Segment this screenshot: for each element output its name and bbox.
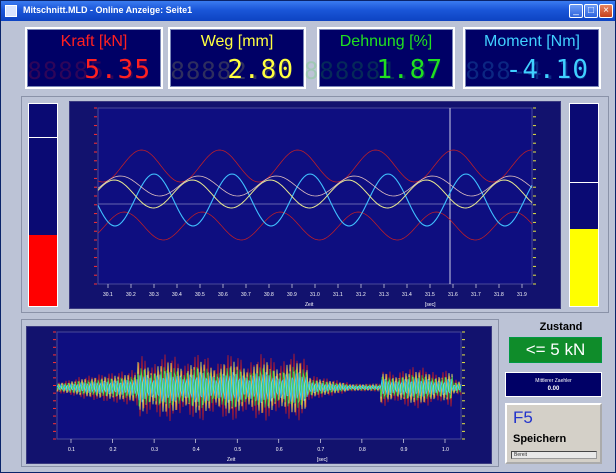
upper-x-tick-label: 31.1 xyxy=(333,292,343,298)
upper-x-tick-label: 30.9 xyxy=(287,292,297,298)
gauge-dehnung-label: Dehnung [%] xyxy=(339,33,433,50)
lower-overview-curve xyxy=(56,353,462,422)
upper-x-tick-label: 31.2 xyxy=(356,292,366,298)
minimize-button[interactable]: _ xyxy=(569,4,583,18)
weg-level-bar xyxy=(569,103,599,307)
upper-x-tick-label: 30.7 xyxy=(241,292,251,298)
zustand-status-badge: <= 5 kN xyxy=(509,337,602,363)
gauge-kraft-value: 5.35 xyxy=(84,55,151,85)
kraft-curve-upper xyxy=(97,149,533,183)
lower-x-tick-label: 0.7 xyxy=(317,447,324,453)
upper-chart-x-label: Zeit xyxy=(305,302,314,308)
lower-x-tick-label: 0.4 xyxy=(193,447,200,453)
kraft-level-bar xyxy=(28,103,58,307)
upper-x-tick-label: 31.6 xyxy=(448,292,458,298)
kraft-level-marker xyxy=(29,137,57,138)
upper-x-tick-label: 30.8 xyxy=(264,292,274,298)
f5-status-field: Bereit xyxy=(511,451,597,459)
gauge-dehnung-value: 1.87 xyxy=(376,55,443,85)
lower-x-tick-label: 1.0 xyxy=(442,447,449,453)
weg-level-marker xyxy=(570,182,598,183)
lower-x-tick-label: 0.3 xyxy=(151,447,158,453)
upper-x-tick-label: 31.0 xyxy=(310,292,320,298)
f5-key-label: F5 xyxy=(513,408,533,427)
dehnung-curve xyxy=(97,175,533,197)
close-button[interactable]: × xyxy=(599,4,613,18)
upper-x-tick-label: 31.3 xyxy=(379,292,389,298)
gauge-kraft-ghost-digits: 88885.35 xyxy=(27,57,151,85)
lower-x-tick-label: 0.5 xyxy=(234,447,241,453)
gauge-moment-ghost-digits: 888-4.10 xyxy=(465,57,589,85)
lower-chart-x-label-right: [sec] xyxy=(317,457,328,463)
lower-overview-chart[interactable]: 0.1 0.2 0.3 0.4 0.5 0.6 0.7 0.8 0.9 1.0 Zeit [sec… xyxy=(26,326,492,464)
upper-x-tick-label: 30.3 xyxy=(149,292,159,298)
lower-x-tick-label: 0.1 xyxy=(68,447,75,453)
counter-value: 0.00 xyxy=(547,386,560,392)
weg-curve xyxy=(97,179,533,209)
weg-level-fill xyxy=(570,229,598,306)
upper-chart-x-label-right: [sec] xyxy=(425,302,436,308)
kraft-level-fill xyxy=(29,235,57,306)
lower-chart-x-label: Zeit xyxy=(227,457,236,463)
upper-x-tick-label: 30.6 xyxy=(218,292,228,298)
lower-x-tick-label: 0.2 xyxy=(110,447,117,453)
upper-x-tick-label: 30.2 xyxy=(126,292,136,298)
lower-overview-curve xyxy=(56,372,462,403)
zustand-label: Zustand xyxy=(539,321,583,333)
upper-x-tick-label: 31.5 xyxy=(425,292,435,298)
gauge-weg: Weg [mm] 88882.80 2.80 xyxy=(168,27,306,89)
gauge-dehnung-ghost-digits: 888881.87 xyxy=(303,57,443,85)
upper-chart-x-ticks: 30.1 30.2 30.3 30.4 30.5 30.6 30.7 30.8 30.9 31.0… xyxy=(103,284,527,298)
counter-box: Mittlerer Zaehler 0.00 xyxy=(505,372,602,397)
gauge-weg-value: 2.80 xyxy=(227,55,294,85)
upper-x-tick-label: 30.1 xyxy=(103,292,113,298)
upper-x-tick-label: 30.5 xyxy=(195,292,205,298)
gauge-dehnung: Dehnung [%] 888881.87 1.87 xyxy=(304,27,455,89)
upper-x-tick-label: 31.9 xyxy=(517,292,527,298)
upper-x-tick-label: 30.4 xyxy=(172,292,182,298)
upper-time-chart[interactable]: 30.1 30.2 30.3 30.4 30.5 30.6 30.7 30.8 30.9 31.0… xyxy=(69,101,561,309)
upper-x-tick-label: 31.7 xyxy=(471,292,481,298)
save-f5-button[interactable]: F5 Speichern Bereit xyxy=(505,403,602,464)
lower-x-tick-label: 0.9 xyxy=(400,447,407,453)
upper-x-tick-label: 31.8 xyxy=(494,292,504,298)
window-title: Mitschnitt.MLD - Online Anzeige: Seite1 xyxy=(23,5,193,15)
gauge-kraft: Kraft [kN] 88885.35 5.35 xyxy=(25,27,163,89)
gauge-weg-ghost-digits: 88882.80 xyxy=(170,57,294,85)
lower-chart-x-ticks: 0.1 0.2 0.3 0.4 0.5 0.6 0.7 0.8 0.9 1.0 xyxy=(68,439,449,453)
kraft-curve-lower xyxy=(97,211,533,241)
lower-x-tick-label: 0.8 xyxy=(359,447,366,453)
gauge-kraft-label: Kraft [kN] xyxy=(60,33,128,50)
moment-curve xyxy=(97,173,533,227)
upper-chart-curves xyxy=(97,149,533,241)
gauge-weg-label: Weg [mm] xyxy=(200,33,274,50)
app-icon xyxy=(5,5,17,17)
title-bar[interactable]: Mitschnitt.MLD - Online Anzeige: Seite1 … xyxy=(1,1,615,21)
gauge-moment-label: Moment [Nm] xyxy=(483,33,580,50)
counter-label: Mittlerer Zaehler xyxy=(535,378,572,384)
upper-x-tick-label: 31.4 xyxy=(402,292,412,298)
maximize-button[interactable]: □ xyxy=(584,4,598,18)
lower-x-tick-label: 0.6 xyxy=(276,447,283,453)
save-label: Speichern xyxy=(513,433,567,445)
gauge-moment: Moment [Nm] 888-4.10 -4.10 xyxy=(463,27,601,89)
gauge-moment-value: -4.10 xyxy=(505,55,589,85)
lower-chart-curves xyxy=(53,331,465,440)
